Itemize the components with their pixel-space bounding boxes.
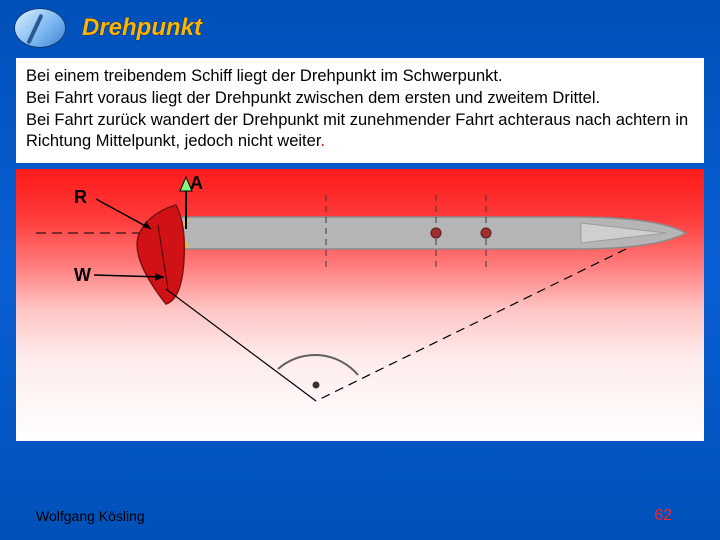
explanation-line-1: Bei einem treibendem Schiff liegt der Dr… — [26, 66, 694, 88]
footer: Wolfgang Kösling 62 — [0, 492, 720, 540]
label-A: A — [190, 173, 203, 194]
ship-svg — [16, 169, 704, 441]
author-label: Wolfgang Kösling — [36, 508, 145, 524]
explanation-line-2: Bei Fahrt voraus liegt der Drehpunkt zwi… — [26, 88, 694, 110]
explanation-line-3: Bei Fahrt zurück wandert der Drehpunkt m… — [26, 110, 694, 154]
page-title: Drehpunkt — [82, 14, 202, 42]
logo — [14, 8, 66, 48]
page-number: 62 — [654, 507, 672, 525]
ship-diagram: R A W — [16, 169, 704, 441]
header: Drehpunkt — [0, 0, 720, 52]
label-W: W — [74, 265, 91, 286]
explanation-box: Bei einem treibendem Schiff liegt der Dr… — [16, 58, 704, 163]
label-R: R — [74, 187, 87, 208]
